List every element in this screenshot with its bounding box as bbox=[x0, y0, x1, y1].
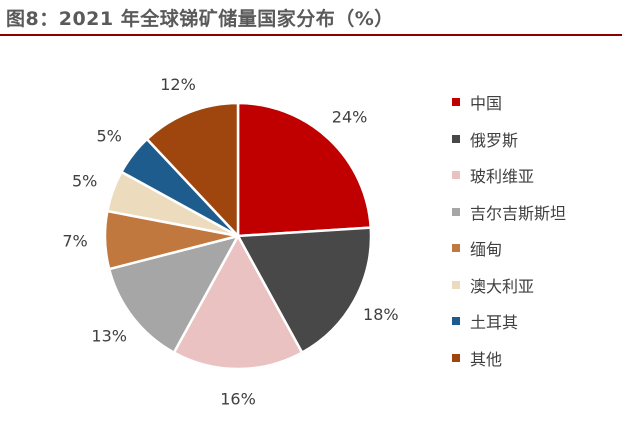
title-underline bbox=[0, 34, 622, 36]
legend-item-2: 玻利维亚 bbox=[452, 157, 566, 194]
chart-title: 图8：2021 年全球锑矿储量国家分布（%） bbox=[6, 8, 394, 30]
legend-label-0: 中国 bbox=[470, 94, 503, 114]
pie-slice-2 bbox=[172, 234, 304, 371]
legend-item-6: 土耳其 bbox=[452, 303, 566, 340]
pie-slice-label-0: 24% bbox=[332, 108, 368, 127]
pie-slice-1 bbox=[236, 226, 373, 354]
legend-label-7: 其他 bbox=[470, 349, 503, 369]
legend-label-1: 俄罗斯 bbox=[470, 130, 519, 150]
legend-item-7: 其他 bbox=[452, 340, 566, 377]
legend-swatch-3 bbox=[452, 207, 460, 216]
legend-label-6: 土耳其 bbox=[470, 313, 519, 333]
legend-item-3: 吉尔吉斯斯坦 bbox=[452, 194, 566, 231]
pie-slice-label-3: 13% bbox=[91, 326, 127, 345]
pie-slice-label-7: 12% bbox=[160, 75, 196, 94]
legend-swatch-5 bbox=[452, 280, 460, 289]
legend-item-5: 澳大利亚 bbox=[452, 267, 566, 304]
pie-slice-3 bbox=[107, 234, 240, 354]
legend-label-3: 吉尔吉斯斯坦 bbox=[470, 203, 567, 223]
pie-slice-label-6: 5% bbox=[97, 127, 122, 146]
chart-legend: 中国俄罗斯玻利维亚吉尔吉斯斯坦 缅甸澳大利亚土耳其其他 bbox=[452, 84, 566, 376]
pie-slice-0 bbox=[236, 101, 372, 238]
legend-item-4: 缅甸 bbox=[452, 230, 566, 267]
pie-slice-label-1: 18% bbox=[363, 305, 399, 324]
pie-slice-label-2: 16% bbox=[220, 390, 256, 409]
legend-label-2: 玻利维亚 bbox=[470, 167, 535, 187]
pie-slice-label-4: 7% bbox=[62, 232, 87, 251]
legend-swatch-2 bbox=[452, 171, 460, 180]
legend-swatch-6 bbox=[452, 317, 460, 326]
legend-swatch-7 bbox=[452, 353, 460, 362]
legend-swatch-4 bbox=[452, 244, 460, 253]
legend-swatch-1 bbox=[452, 134, 460, 143]
pie-slice-label-5: 5% bbox=[72, 171, 97, 190]
legend-item-0: 中国 bbox=[452, 84, 566, 121]
legend-swatch-0 bbox=[452, 98, 460, 107]
legend-item-1: 俄罗斯 bbox=[452, 121, 566, 158]
legend-label-4: 缅甸 bbox=[470, 240, 503, 260]
pie-slice-7 bbox=[145, 101, 240, 238]
legend-label-5: 澳大利亚 bbox=[470, 276, 535, 296]
